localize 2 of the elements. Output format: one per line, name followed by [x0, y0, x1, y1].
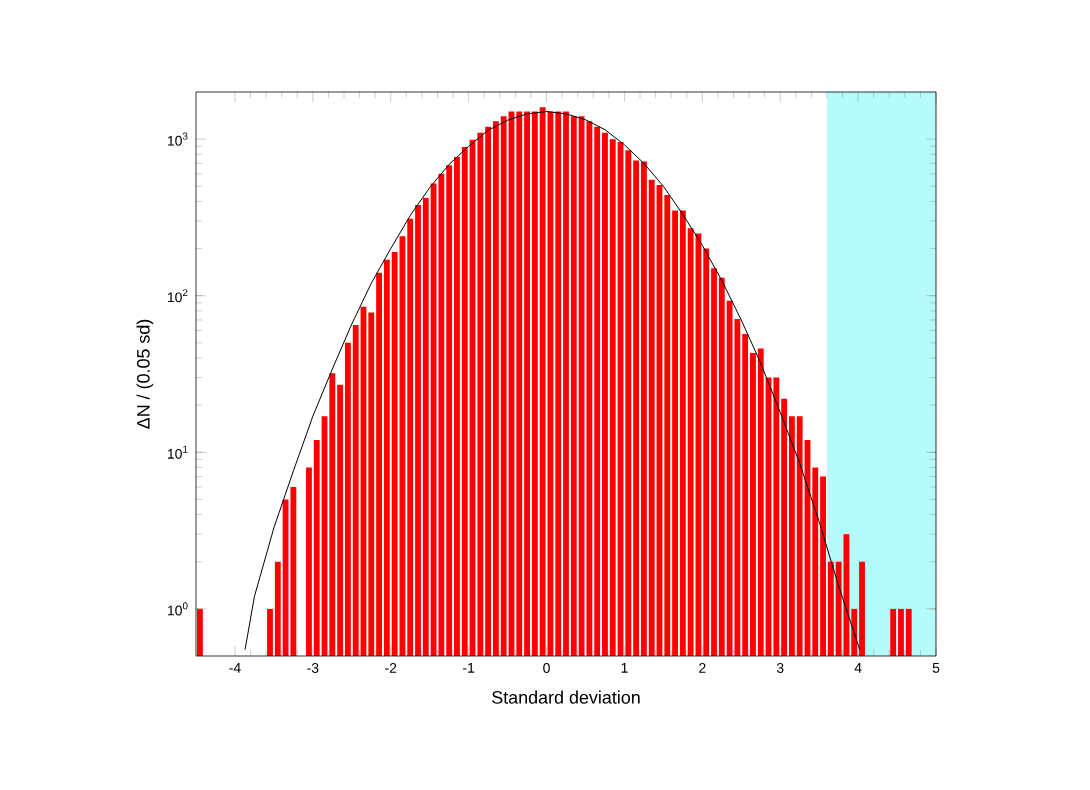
y-axis-title: ΔN / (0.05 sd)	[136, 319, 154, 429]
x-axis-title: Standard deviation	[492, 690, 640, 704]
